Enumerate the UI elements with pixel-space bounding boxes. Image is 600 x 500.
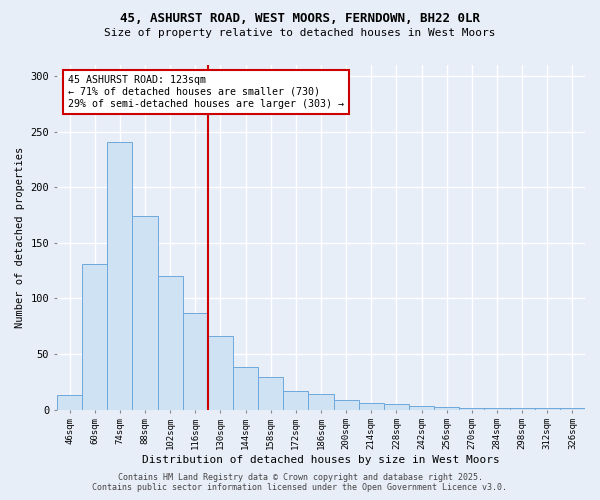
- Bar: [233, 368, 258, 410]
- Bar: [334, 400, 359, 409]
- Bar: [509, 408, 535, 410]
- Bar: [560, 408, 585, 410]
- Text: Contains HM Land Registry data © Crown copyright and database right 2025.
Contai: Contains HM Land Registry data © Crown c…: [92, 473, 508, 492]
- Bar: [459, 408, 484, 410]
- Bar: [182, 313, 208, 410]
- Text: Size of property relative to detached houses in West Moors: Size of property relative to detached ho…: [104, 28, 496, 38]
- Bar: [384, 404, 409, 409]
- Bar: [158, 276, 182, 409]
- Text: 45, ASHURST ROAD, WEST MOORS, FERNDOWN, BH22 0LR: 45, ASHURST ROAD, WEST MOORS, FERNDOWN, …: [120, 12, 480, 26]
- Bar: [133, 216, 158, 410]
- Bar: [409, 406, 434, 409]
- Bar: [82, 264, 107, 410]
- Y-axis label: Number of detached properties: Number of detached properties: [15, 146, 25, 328]
- Bar: [283, 390, 308, 409]
- X-axis label: Distribution of detached houses by size in West Moors: Distribution of detached houses by size …: [142, 455, 500, 465]
- Bar: [208, 336, 233, 409]
- Bar: [258, 378, 283, 410]
- Bar: [57, 395, 82, 409]
- Bar: [484, 408, 509, 410]
- Bar: [359, 403, 384, 409]
- Bar: [107, 142, 133, 410]
- Bar: [434, 408, 459, 410]
- Bar: [535, 408, 560, 410]
- Text: 45 ASHURST ROAD: 123sqm
← 71% of detached houses are smaller (730)
29% of semi-d: 45 ASHURST ROAD: 123sqm ← 71% of detache…: [68, 76, 344, 108]
- Bar: [308, 394, 334, 409]
